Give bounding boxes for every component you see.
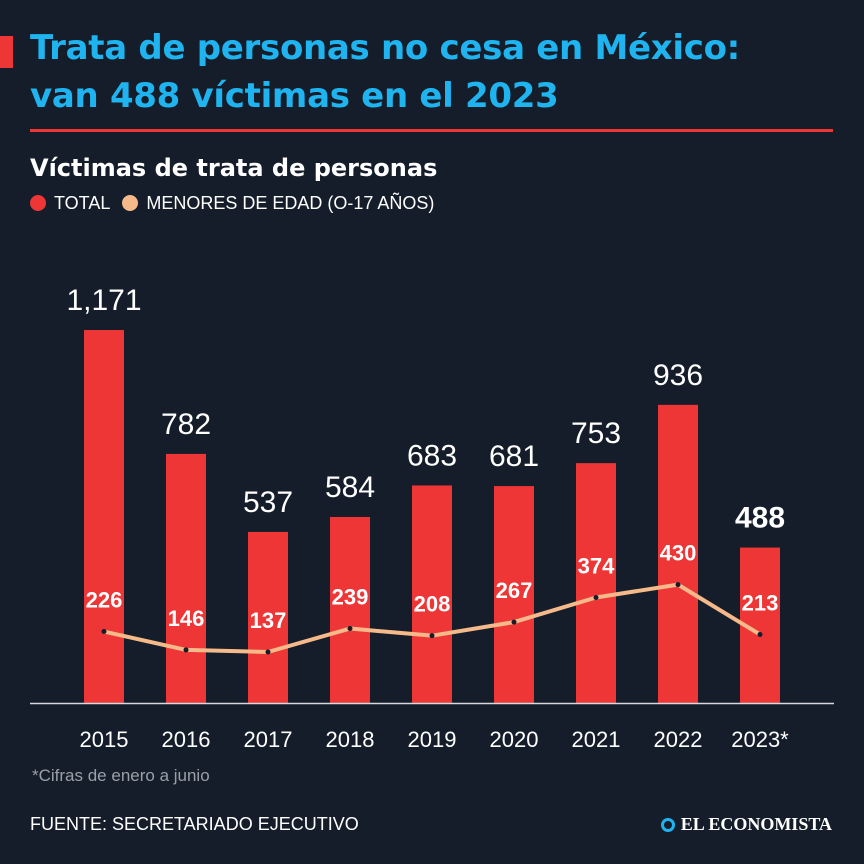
footnote: *Cifras de enero a junio: [32, 766, 210, 785]
data-label-minors: 374: [578, 553, 615, 578]
data-label-minors: 213: [742, 591, 779, 616]
data-label-minors: 226: [86, 588, 123, 613]
data-label-total: 1,171: [66, 284, 141, 317]
data-label-total: 537: [243, 486, 293, 519]
point-minors-2021: [593, 594, 599, 600]
chart-title: Víctimas de trata de personas: [30, 154, 438, 182]
x-tick-label: 2017: [244, 727, 293, 752]
data-label-total: 488: [735, 502, 785, 535]
data-label-total: 584: [325, 471, 375, 504]
x-tick-label: 2020: [490, 727, 539, 752]
point-minors-2017: [265, 649, 271, 655]
data-label-total: 683: [407, 439, 457, 472]
data-label-minors: 430: [660, 541, 697, 566]
point-minors-2019: [429, 633, 435, 639]
data-label-total: 753: [571, 417, 621, 450]
legend-label-total: TOTAL: [54, 192, 111, 213]
data-label-minors: 239: [332, 585, 369, 610]
point-minors-2023: [757, 632, 763, 638]
x-tick-label: 2016: [162, 727, 211, 752]
data-label-total: 681: [489, 440, 539, 473]
accent-bar: [0, 36, 13, 68]
brand-logo: EL ECONOMISTA: [660, 814, 832, 835]
legend-label-minors: MENORES DE EDAD (O-17 AÑOS): [146, 192, 435, 213]
point-minors-2016: [183, 647, 189, 653]
bar-total-2017: [248, 531, 288, 703]
x-tick-label: 2022: [654, 727, 703, 752]
x-tick-label: 2021: [572, 727, 621, 752]
x-tick-label: 2015: [80, 727, 129, 752]
point-minors-2022: [675, 582, 681, 588]
bar-total-2022: [658, 404, 698, 703]
data-label-minors: 208: [414, 592, 451, 617]
data-label-total: 782: [161, 408, 211, 441]
bar-total-2020: [494, 486, 534, 703]
data-label-minors: 267: [496, 578, 533, 603]
legend-item-total: TOTAL: [30, 193, 110, 214]
title-line-2: van 488 víctimas en el 2023: [30, 76, 559, 116]
title-line-1: Trata de personas no cesa en México:: [30, 28, 740, 68]
page-title: Trata de personas no cesa en México: van…: [30, 24, 850, 120]
brand-name: EL ECONOMISTA: [680, 814, 832, 834]
x-tick-label: 2019: [408, 727, 457, 752]
bar-total-2021: [576, 463, 616, 703]
x-tick-label: 2023*: [731, 727, 789, 752]
brand-logo-icon: [660, 817, 675, 832]
source-credit: FUENTE: SECRETARIADO EJECUTIVO: [30, 814, 359, 834]
point-minors-2020: [511, 619, 517, 625]
legend-swatch-total: [30, 195, 46, 211]
bar-total-2016: [166, 453, 206, 703]
bar-total-2018: [330, 516, 370, 703]
data-label-total: 936: [653, 359, 703, 392]
legend-item-minors: MENORES DE EDAD (O-17 AÑOS): [122, 193, 434, 214]
point-minors-2015: [101, 629, 107, 635]
bar-total-2015: [84, 330, 124, 703]
x-tick-label: 2018: [326, 727, 375, 752]
legend-swatch-minors: [122, 195, 139, 211]
bar-total-2019: [412, 485, 452, 703]
data-label-minors: 137: [250, 608, 287, 633]
data-label-minors: 146: [168, 606, 205, 631]
title-divider: [30, 129, 833, 132]
chart-legend: TOTAL MENORES DE EDAD (O-17 AÑOS): [30, 190, 440, 216]
point-minors-2018: [347, 626, 353, 632]
